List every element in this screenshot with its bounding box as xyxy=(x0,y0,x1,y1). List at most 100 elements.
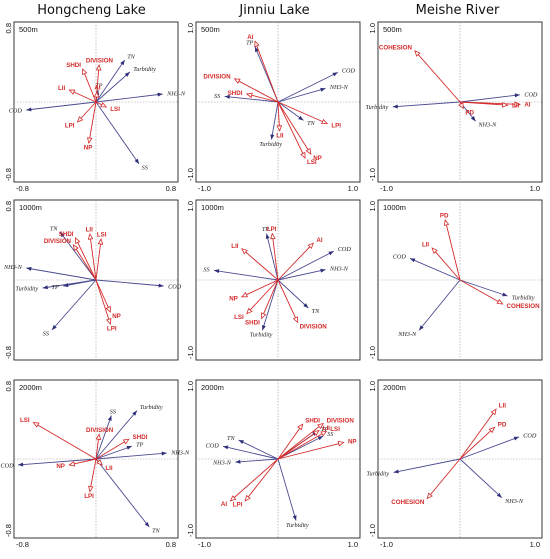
metric-arrow-line xyxy=(277,101,312,155)
metric-label-lii: LII xyxy=(231,243,238,250)
metric-label-shdi: SHDI xyxy=(228,90,243,97)
env-arrow-line xyxy=(277,87,326,103)
env-arrow-line xyxy=(277,458,297,521)
env-label-cod: COD xyxy=(1,462,15,469)
metric-vector-shdi: SHDI xyxy=(277,418,320,460)
metric-arrow-line xyxy=(230,458,279,502)
metric-arrow-head xyxy=(426,492,433,500)
env-arrow-line xyxy=(238,439,279,460)
metric-label-lpi: LPI xyxy=(233,501,243,508)
env-vector-cod: COD xyxy=(459,432,537,460)
y-tick-label-top: 0.8 xyxy=(4,201,13,211)
metric-vector-lsi: LSI xyxy=(234,279,279,321)
y-tick-label-bottom: -0.8 xyxy=(4,524,13,537)
env-arrow-line xyxy=(270,101,279,140)
metric-arrow-line xyxy=(241,279,279,298)
x-tick-label-right: 1.0 xyxy=(348,540,358,549)
column-title-meishe-river: Meishe River xyxy=(415,3,500,18)
metric-arrow-line xyxy=(241,248,279,281)
metric-vector-cohesion: COHESION xyxy=(379,44,461,103)
env-vector-turbidity: Turbidity xyxy=(366,101,461,111)
metric-vector-lii: LII xyxy=(58,85,97,103)
metric-label-ai: AI xyxy=(247,34,253,41)
scale-label: 2000m xyxy=(201,383,224,392)
metric-vector-ai: AI xyxy=(93,85,101,103)
metric-arrow-head xyxy=(93,91,100,98)
metric-arrow-head xyxy=(300,151,306,159)
env-vector-tn: TN xyxy=(95,53,136,103)
env-arrow-head xyxy=(496,492,502,498)
env-arrow-head xyxy=(126,445,132,450)
metric-label-cohesion: COHESION xyxy=(507,303,541,310)
env-arrow-line xyxy=(95,279,164,287)
env-arrow-head xyxy=(134,158,140,164)
env-label-nh3-n: NH3-N xyxy=(212,459,232,466)
scale-label: 1000m xyxy=(19,203,42,212)
env-arrow-line xyxy=(95,445,133,460)
metric-vector-lii: LII xyxy=(459,403,506,460)
metric-label-lii: LII xyxy=(105,465,112,472)
env-arrow-line xyxy=(95,410,138,460)
env-arrow-line xyxy=(459,436,520,460)
metric-label-shdi: SHDI xyxy=(133,434,148,441)
metric-vector-pd: PD xyxy=(458,101,474,116)
env-arrow-line xyxy=(393,458,461,473)
env-arrow-head xyxy=(320,87,326,92)
x-tick-label-left: -0.8 xyxy=(16,540,29,549)
env-arrow-head xyxy=(419,325,424,331)
env-arrow-head xyxy=(157,92,163,97)
env-arrow-head xyxy=(409,258,416,263)
metric-arrow-line xyxy=(277,441,344,460)
metric-arrow-line xyxy=(444,219,461,281)
metric-label-lpi: LPI xyxy=(107,325,117,332)
x-tick-label-right: 0.8 xyxy=(166,540,176,549)
metric-vector-ai: AI xyxy=(277,237,323,281)
env-label-cod: COD xyxy=(9,108,23,115)
env-arrow-head xyxy=(161,451,167,456)
scale-label: 1000m xyxy=(383,203,406,212)
metric-arrow-line xyxy=(459,279,503,305)
env-arrow-head xyxy=(303,303,309,308)
metric-arrow-head xyxy=(97,238,104,245)
metric-vector-lpi: LPI xyxy=(267,226,279,281)
y-tick-label-top: 1.0 xyxy=(186,23,195,33)
scale-label: 500m xyxy=(383,25,402,34)
metric-arrow-head xyxy=(414,50,421,57)
metric-arrow-line xyxy=(73,244,97,281)
env-label-ss: SS xyxy=(327,431,333,438)
metric-label-pd: PD xyxy=(498,421,507,428)
env-arrow-head xyxy=(214,269,220,274)
env-arrow-line xyxy=(18,458,97,466)
metric-vector-division: DIVISION xyxy=(44,238,97,281)
metric-arrow-line xyxy=(95,279,111,313)
metric-vector-cohesion: COHESION xyxy=(391,458,461,506)
env-arrow-line xyxy=(277,279,309,309)
metric-label-lsi: LSI xyxy=(307,159,317,166)
x-tick-label-left: -1.0 xyxy=(198,540,211,549)
metric-label-shdi: SHDI xyxy=(245,320,260,327)
metric-arrow-head xyxy=(106,317,112,325)
metric-vector-shdi: SHDI xyxy=(66,62,97,103)
metric-vector-pd: PD xyxy=(459,421,507,460)
metric-vector-np: NP xyxy=(95,279,121,320)
env-label-nh3-n: NH3-N xyxy=(166,90,186,97)
metric-arrow-line xyxy=(277,242,314,281)
metric-arrow-head xyxy=(297,423,304,431)
biplot-svg: 1000m 0.8 -0.8 TN NH3-N COD Turbidity TP SS SHDI L… xyxy=(3,199,182,361)
env-arrow-head xyxy=(238,440,245,445)
env-arrow-head xyxy=(502,292,508,297)
metric-label-lii: LII xyxy=(499,403,506,410)
metric-arrow-line xyxy=(95,438,130,460)
env-label-nh3-n: NH3-N xyxy=(477,122,497,129)
metric-arrow-head xyxy=(276,125,283,132)
metric-vector-lii: LII xyxy=(276,101,284,139)
metric-arrow-head xyxy=(514,101,521,107)
metric-vector-division: DIVISION xyxy=(277,418,354,460)
metric-label-lii: LII xyxy=(422,242,429,249)
env-vector-ss: SS xyxy=(214,93,279,103)
metric-label-division: DIVISION xyxy=(86,58,114,65)
env-arrow-head xyxy=(317,436,324,441)
metric-arrow-head xyxy=(458,102,464,110)
env-arrow-head xyxy=(132,410,137,416)
env-label-nh3-n: NH3-N xyxy=(3,264,23,271)
